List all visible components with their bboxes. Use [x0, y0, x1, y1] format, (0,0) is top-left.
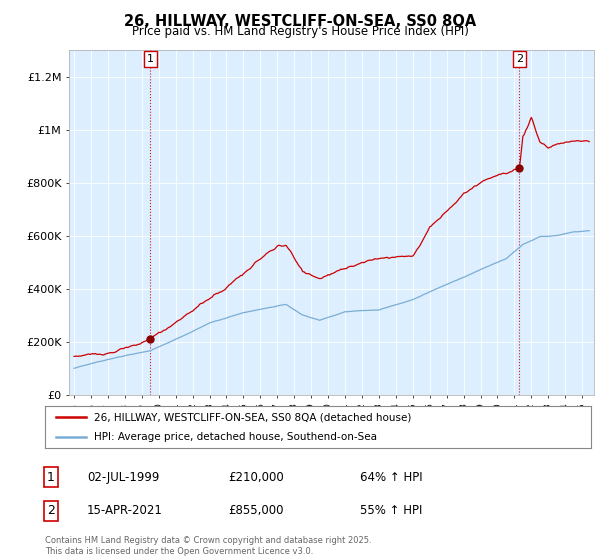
Text: £855,000: £855,000 [228, 504, 284, 517]
Text: 1: 1 [47, 470, 55, 484]
Text: HPI: Average price, detached house, Southend-on-Sea: HPI: Average price, detached house, Sout… [94, 432, 377, 442]
Text: Contains HM Land Registry data © Crown copyright and database right 2025.
This d: Contains HM Land Registry data © Crown c… [45, 536, 371, 556]
Text: 02-JUL-1999: 02-JUL-1999 [87, 470, 160, 484]
Text: 26, HILLWAY, WESTCLIFF-ON-SEA, SS0 8QA (detached house): 26, HILLWAY, WESTCLIFF-ON-SEA, SS0 8QA (… [94, 412, 412, 422]
Text: 64% ↑ HPI: 64% ↑ HPI [360, 470, 422, 484]
Text: 1: 1 [147, 54, 154, 64]
Text: 55% ↑ HPI: 55% ↑ HPI [360, 504, 422, 517]
Text: 2: 2 [47, 504, 55, 517]
Text: £210,000: £210,000 [228, 470, 284, 484]
Text: 15-APR-2021: 15-APR-2021 [87, 504, 163, 517]
Text: 2: 2 [516, 54, 523, 64]
Text: Price paid vs. HM Land Registry's House Price Index (HPI): Price paid vs. HM Land Registry's House … [131, 25, 469, 38]
Text: 26, HILLWAY, WESTCLIFF-ON-SEA, SS0 8QA: 26, HILLWAY, WESTCLIFF-ON-SEA, SS0 8QA [124, 14, 476, 29]
